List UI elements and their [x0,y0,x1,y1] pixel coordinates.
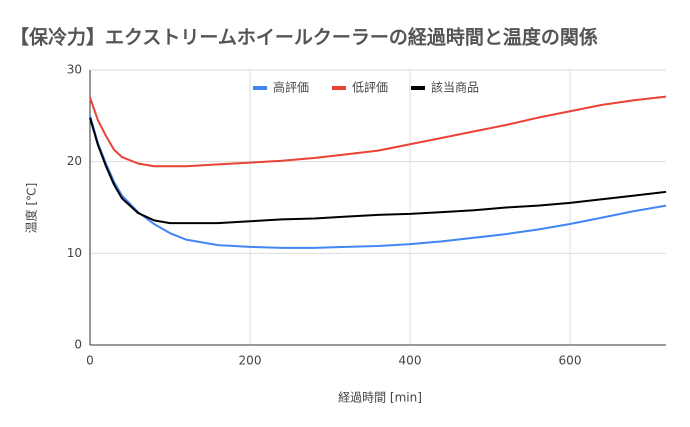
x-tick-label: 200 [239,354,262,368]
y-tick-label: 20 [67,154,82,168]
data-line [89,117,667,225]
x-tick-label: 0 [86,354,94,368]
y-tick-label: 30 [67,63,82,77]
data-line [89,95,667,168]
y-axis-label: 温度 [℃] [24,183,39,234]
x-tick-label: 600 [559,354,582,368]
x-tick-label: 400 [399,354,422,368]
legend-label: 高評価 [273,80,309,95]
legend-label: 該当商品 [431,80,479,95]
chart-title: 【保冷力】エクストリームホイールクーラーの経過時間と温度の関係 [10,26,598,49]
legend-label: 低評価 [352,80,388,95]
data-line [89,115,667,249]
y-tick-label: 10 [67,246,82,260]
x-axis-label: 経過時間 [min] [338,391,422,405]
y-tick-label: 0 [74,338,82,352]
